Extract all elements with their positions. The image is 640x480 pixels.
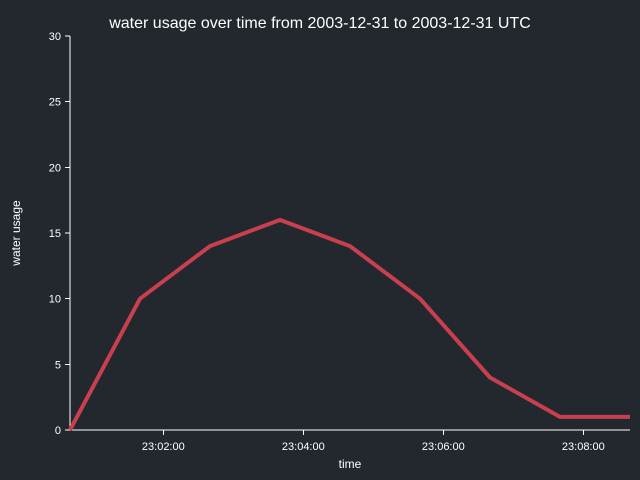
y-tick-label: 5 (55, 359, 61, 371)
y-tick-label: 30 (49, 31, 61, 43)
x-tick-label: 23:02:00 (142, 441, 185, 453)
x-axis-label: time (339, 457, 362, 471)
y-axis: 0 5 10 15 20 25 30 (49, 31, 71, 437)
y-tick-label: 0 (55, 425, 61, 437)
series-layer (68, 217, 630, 431)
y-axis-label: water usage (9, 200, 23, 267)
y-tick-label: 25 (49, 97, 61, 109)
y-tick-label: 20 (49, 162, 61, 174)
chart-title: water usage over time from 2003-12-31 to… (108, 15, 531, 32)
x-tick-label: 23:08:00 (562, 441, 605, 453)
y-tick-label: 15 (49, 228, 61, 240)
series-line (68, 217, 630, 431)
x-tick-label: 23:06:00 (422, 441, 465, 453)
y-tick-label: 10 (49, 294, 61, 306)
x-axis: 23:02:00 23:04:00 23:06:00 23:08:00 (70, 429, 630, 453)
x-tick-label: 23:04:00 (282, 441, 325, 453)
